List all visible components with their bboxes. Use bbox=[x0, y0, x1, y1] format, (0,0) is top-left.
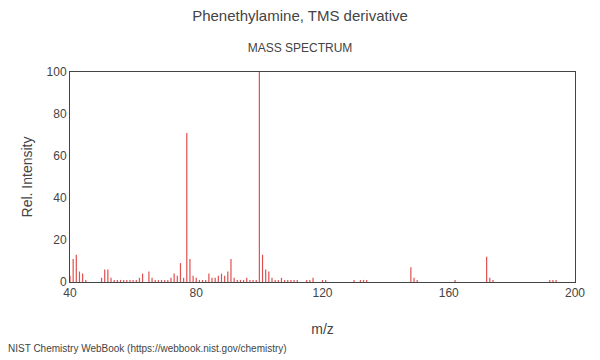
svg-text:160: 160 bbox=[439, 286, 459, 300]
svg-text:80: 80 bbox=[190, 286, 204, 300]
svg-text:200: 200 bbox=[565, 286, 585, 300]
svg-text:40: 40 bbox=[53, 191, 67, 205]
svg-text:100: 100 bbox=[47, 65, 67, 79]
svg-text:40: 40 bbox=[63, 286, 77, 300]
svg-text:120: 120 bbox=[312, 286, 332, 300]
svg-text:20: 20 bbox=[53, 233, 67, 247]
svg-text:Rel. Intensity: Rel. Intensity bbox=[19, 137, 35, 218]
svg-text:80: 80 bbox=[53, 107, 67, 121]
svg-text:60: 60 bbox=[53, 149, 67, 163]
svg-text:m/z: m/z bbox=[311, 321, 334, 337]
svg-text:0: 0 bbox=[60, 275, 67, 289]
svg-text:NIST Chemistry WebBook (https:: NIST Chemistry WebBook (https://webbook.… bbox=[8, 343, 287, 354]
svg-text:MASS SPECTRUM: MASS SPECTRUM bbox=[248, 41, 353, 55]
svg-text:Phenethylamine, TMS derivative: Phenethylamine, TMS derivative bbox=[192, 7, 408, 24]
